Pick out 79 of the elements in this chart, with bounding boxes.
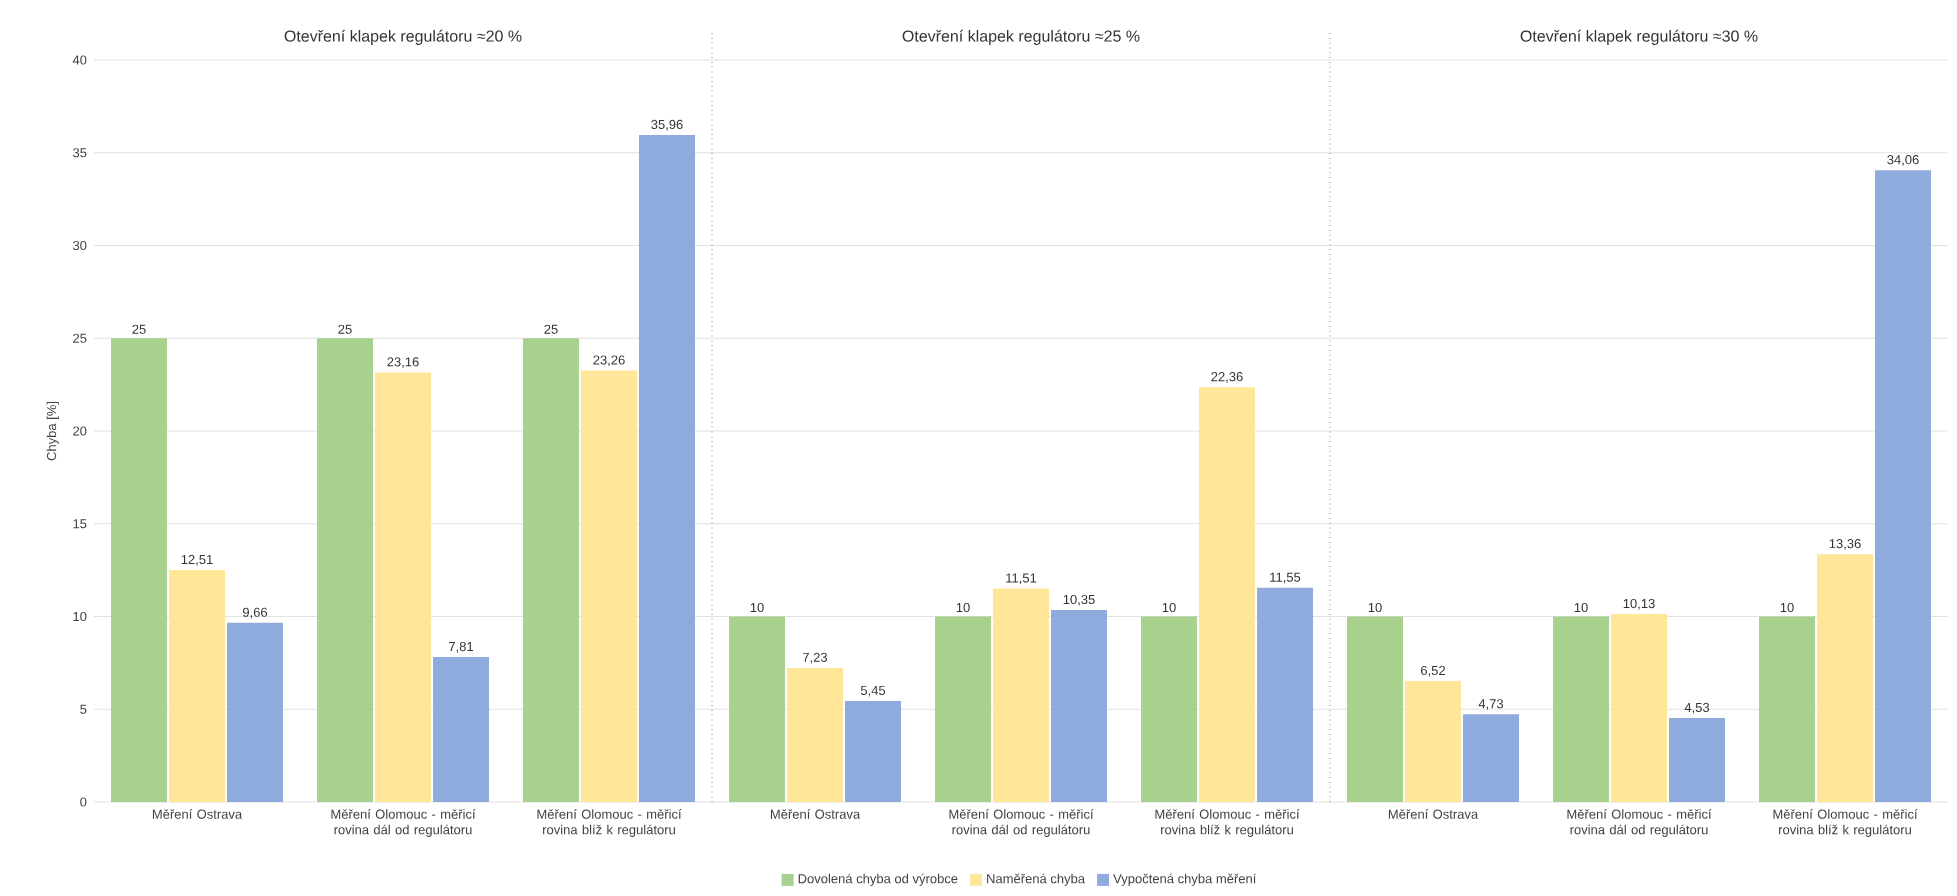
- bar: [1875, 170, 1932, 802]
- data-label: 4,73: [1478, 699, 1504, 710]
- bar: [1257, 587, 1314, 802]
- legend-label: Vypočtená chyba měření: [1113, 873, 1257, 886]
- y-tick-label: 15: [73, 519, 87, 529]
- data-label: 12,51: [181, 554, 213, 566]
- bar: [1817, 554, 1874, 802]
- data-label: 7,23: [803, 652, 828, 664]
- y-tick-label: 20: [73, 426, 87, 436]
- data-label: 25: [132, 324, 146, 334]
- legend-label: Naměřená chyba: [987, 873, 1086, 886]
- data-label: 7,81: [449, 642, 474, 653]
- y-tick-label: 40: [72, 55, 87, 65]
- data-label: 11,51: [1006, 573, 1037, 585]
- x-tick-label: Měření Olomouc - měřicí rovina blíž k regulátoru: [1773, 809, 1918, 837]
- bar: [581, 370, 638, 802]
- data-label: 10: [750, 602, 764, 613]
- data-label: 11,55: [1270, 572, 1301, 584]
- data-label: 10: [1780, 602, 1794, 613]
- x-tick-label: Měření Olomouc - měřicí rovina dál od regulátoru: [949, 809, 1094, 837]
- bar: [787, 667, 844, 802]
- y-tick-label: 35: [72, 148, 87, 158]
- y-tick-label: 10: [73, 611, 87, 622]
- bar: [375, 372, 432, 802]
- bar: [1553, 616, 1610, 802]
- data-label: 4,53: [1684, 702, 1710, 714]
- bar: [993, 588, 1050, 802]
- data-label: 10: [1368, 602, 1382, 613]
- x-tick-label: Měření Olomouc - měřicí rovina dál od regulátoru: [331, 809, 476, 837]
- bar: [1199, 387, 1256, 802]
- data-label: 22,36: [1211, 372, 1243, 383]
- bar: [1611, 614, 1668, 802]
- bar: [169, 569, 226, 802]
- data-label: 25: [338, 324, 352, 334]
- y-tick-label: 30: [72, 240, 87, 251]
- x-tick-label: Měření Ostrava: [152, 809, 243, 819]
- bar: [227, 622, 284, 802]
- text: Otevření klapek regulátoru ≈20 %: [284, 29, 522, 45]
- x-tick-label: Měření Olomouc - měřicí rovina blíž k regulátoru: [537, 809, 682, 837]
- data-label: 10: [956, 602, 970, 613]
- data-label: 10: [1574, 602, 1588, 613]
- bar: [1051, 610, 1108, 802]
- legend-label: Dovolená chyba od výrobce: [798, 873, 958, 886]
- text: Otevření klapek regulátoru ≈30 %: [1520, 29, 1758, 45]
- bar: [1141, 616, 1198, 802]
- bar: [729, 616, 786, 802]
- bar: [317, 338, 374, 802]
- y-tick-label: 25: [73, 333, 87, 343]
- bar: [433, 657, 490, 802]
- data-label: 13,36: [1829, 539, 1861, 550]
- bar: [935, 616, 992, 802]
- bar: [845, 700, 902, 802]
- bar: [1405, 681, 1462, 802]
- y-tick-label: 0: [80, 797, 87, 807]
- bar: [523, 338, 580, 802]
- bar: [1669, 717, 1726, 802]
- y-axis-title: Chyba [%]: [46, 401, 59, 461]
- data-label: 10: [1162, 602, 1176, 613]
- data-label: 10,35: [1063, 594, 1095, 606]
- y-tick-label: 5: [80, 704, 87, 714]
- bar: [1463, 714, 1520, 802]
- data-label: 35,96: [651, 119, 683, 131]
- bar: [111, 338, 168, 802]
- bar: [1759, 616, 1816, 802]
- bar: [639, 134, 696, 802]
- text: Otevření klapek regulátoru ≈25 %: [902, 29, 1140, 45]
- x-tick-label: Měření Ostrava: [1388, 809, 1479, 819]
- x-tick-label: Měření Ostrava: [770, 809, 861, 819]
- data-label: 10,13: [1623, 598, 1655, 610]
- data-label: 25: [544, 324, 558, 334]
- data-label: 5,45: [860, 685, 886, 697]
- data-label: 34,06: [1887, 155, 1919, 166]
- data-label: 23,16: [387, 357, 419, 368]
- data-label: 9,66: [242, 607, 268, 619]
- data-label: 23,26: [593, 355, 625, 367]
- x-tick-label: Měření Olomouc - měřicí rovina dál od regulátoru: [1567, 809, 1712, 837]
- data-label: 6,52: [1421, 665, 1445, 677]
- bar: [1347, 616, 1404, 802]
- x-tick-label: Měření Olomouc - měřicí rovina blíž k regulátoru: [1155, 809, 1300, 837]
